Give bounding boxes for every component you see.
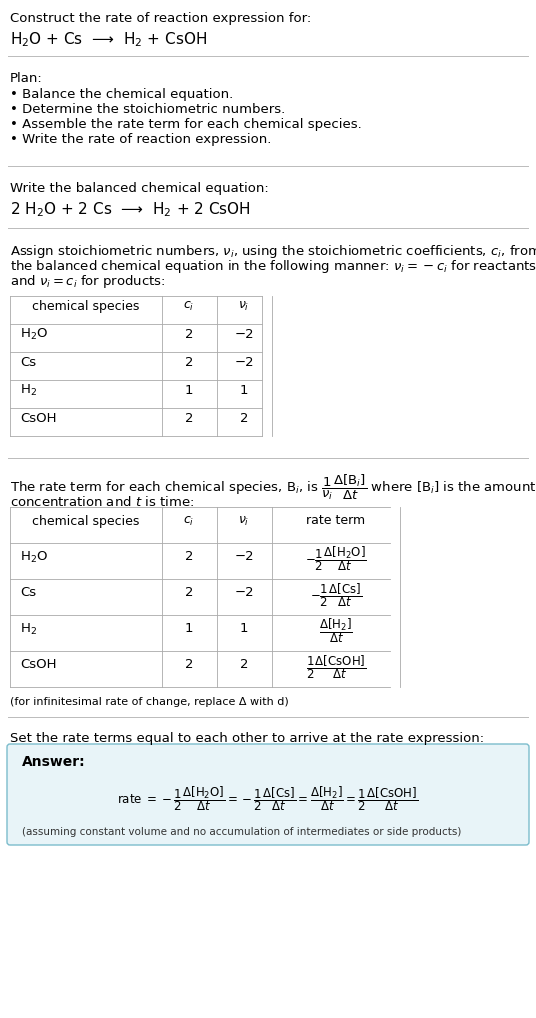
Text: Assign stoichiometric numbers, $\nu_i$, using the stoichiometric coefficients, $: Assign stoichiometric numbers, $\nu_i$, … [10, 243, 536, 260]
Text: chemical species: chemical species [32, 514, 140, 527]
Text: Cs: Cs [20, 586, 36, 600]
Text: rate term: rate term [307, 514, 366, 527]
Text: Cs: Cs [20, 355, 36, 369]
Text: 2: 2 [185, 411, 193, 425]
Text: chemical species: chemical species [32, 299, 140, 313]
Text: Plan:: Plan: [10, 72, 43, 84]
Text: $c_i$: $c_i$ [183, 514, 195, 527]
Text: Write the balanced chemical equation:: Write the balanced chemical equation: [10, 182, 269, 195]
Text: 2: 2 [185, 551, 193, 564]
Text: 1: 1 [240, 384, 248, 396]
Text: H$_2$O: H$_2$O [20, 327, 48, 342]
Text: • Assemble the rate term for each chemical species.: • Assemble the rate term for each chemic… [10, 118, 362, 131]
Text: rate $= -\dfrac{1}{2}\dfrac{\Delta[\mathrm{H_2O}]}{\Delta t} = -\dfrac{1}{2}\dfr: rate $= -\dfrac{1}{2}\dfrac{\Delta[\math… [117, 785, 419, 813]
Text: $\nu_i$: $\nu_i$ [239, 299, 250, 313]
Text: −2: −2 [234, 551, 254, 564]
FancyBboxPatch shape [7, 744, 529, 845]
Text: Construct the rate of reaction expression for:: Construct the rate of reaction expressio… [10, 12, 311, 25]
Text: $-\dfrac{1}{2}\dfrac{\Delta[\mathrm{H_2O}]}{\Delta t}$: $-\dfrac{1}{2}\dfrac{\Delta[\mathrm{H_2O… [305, 545, 367, 573]
Text: 2 H$_2$O + 2 Cs  ⟶  H$_2$ + 2 CsOH: 2 H$_2$O + 2 Cs ⟶ H$_2$ + 2 CsOH [10, 200, 251, 219]
Text: and $\nu_i = c_i$ for products:: and $\nu_i = c_i$ for products: [10, 273, 166, 290]
Text: H$_2$: H$_2$ [20, 621, 37, 636]
Text: (assuming constant volume and no accumulation of intermediates or side products): (assuming constant volume and no accumul… [22, 827, 461, 837]
Text: Set the rate terms equal to each other to arrive at the rate expression:: Set the rate terms equal to each other t… [10, 732, 484, 745]
Text: the balanced chemical equation in the following manner: $\nu_i = -c_i$ for react: the balanced chemical equation in the fo… [10, 258, 536, 275]
Text: 2: 2 [240, 411, 248, 425]
Text: 2: 2 [185, 586, 193, 600]
Text: 1: 1 [240, 622, 248, 635]
Text: CsOH: CsOH [20, 659, 56, 672]
Text: • Balance the chemical equation.: • Balance the chemical equation. [10, 88, 233, 101]
Text: $c_i$: $c_i$ [183, 299, 195, 313]
Text: 2: 2 [185, 328, 193, 340]
Text: CsOH: CsOH [20, 411, 56, 425]
Text: −2: −2 [234, 355, 254, 369]
Text: 2: 2 [185, 659, 193, 672]
Text: $\nu_i$: $\nu_i$ [239, 514, 250, 527]
Text: −2: −2 [234, 586, 254, 600]
Text: (for infinitesimal rate of change, replace Δ with d): (for infinitesimal rate of change, repla… [10, 697, 289, 706]
Text: • Write the rate of reaction expression.: • Write the rate of reaction expression. [10, 133, 271, 146]
Text: $\dfrac{\Delta[\mathrm{H_2}]}{\Delta t}$: $\dfrac{\Delta[\mathrm{H_2}]}{\Delta t}$ [319, 617, 353, 645]
Text: H$_2$O + Cs  ⟶  H$_2$ + CsOH: H$_2$O + Cs ⟶ H$_2$ + CsOH [10, 30, 207, 49]
Text: $-\dfrac{1}{2}\dfrac{\Delta[\mathrm{Cs}]}{\Delta t}$: $-\dfrac{1}{2}\dfrac{\Delta[\mathrm{Cs}]… [310, 581, 362, 609]
Text: The rate term for each chemical species, B$_i$, is $\dfrac{1}{\nu_i}\dfrac{\Delt: The rate term for each chemical species,… [10, 473, 536, 502]
Text: 2: 2 [240, 659, 248, 672]
Text: H$_2$: H$_2$ [20, 383, 37, 398]
Text: • Determine the stoichiometric numbers.: • Determine the stoichiometric numbers. [10, 103, 285, 116]
Text: H$_2$O: H$_2$O [20, 550, 48, 565]
Text: $\dfrac{1}{2}\dfrac{\Delta[\mathrm{CsOH}]}{\Delta t}$: $\dfrac{1}{2}\dfrac{\Delta[\mathrm{CsOH}… [306, 654, 366, 681]
Text: 1: 1 [185, 622, 193, 635]
Text: concentration and $t$ is time:: concentration and $t$ is time: [10, 495, 194, 509]
Text: 2: 2 [185, 355, 193, 369]
Text: Answer:: Answer: [22, 755, 86, 769]
Text: 1: 1 [185, 384, 193, 396]
Text: −2: −2 [234, 328, 254, 340]
